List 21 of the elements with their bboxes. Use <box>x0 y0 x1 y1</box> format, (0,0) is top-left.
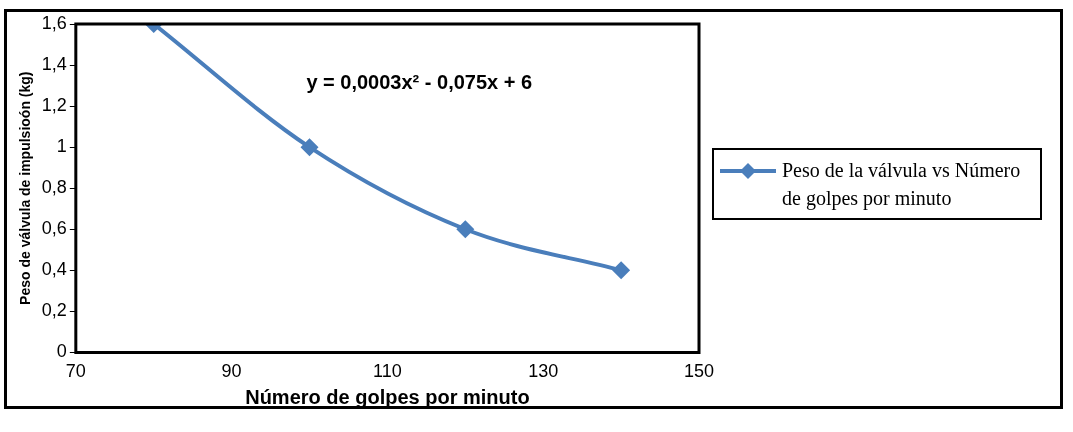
y-tick-label: 0,8 <box>41 177 67 198</box>
y-tick-label: 0 <box>56 341 67 362</box>
y-tick-label: 1,2 <box>41 95 67 116</box>
x-tick-label: 70 <box>65 361 86 382</box>
point <box>456 220 475 239</box>
x-tick-label: 130 <box>528 361 559 382</box>
y-tick-label: 1,4 <box>41 54 67 75</box>
y-tick-label: 0,4 <box>41 259 67 280</box>
point <box>300 138 319 157</box>
y-tick-label: 1 <box>56 136 67 157</box>
x-tick-label: 90 <box>221 361 242 382</box>
point <box>612 261 631 280</box>
y-axis-title: Peso de válvula de impulsioón (kg) <box>17 71 34 305</box>
y-tick-label: 0,6 <box>41 218 67 239</box>
x-axis-title: Número de golpes por minuto <box>245 385 530 408</box>
legend-label: Peso de la válvula vs Número de golpes por minuto <box>782 158 1022 212</box>
x-tick-label: 150 <box>683 361 715 382</box>
x-tick-label: 110 <box>373 361 402 382</box>
y-tick-label: 0,2 <box>41 300 67 321</box>
y-tick-label: 1,6 <box>41 12 67 33</box>
annotation: y = 0,0003x² - 0,075x + 6 <box>306 70 533 93</box>
